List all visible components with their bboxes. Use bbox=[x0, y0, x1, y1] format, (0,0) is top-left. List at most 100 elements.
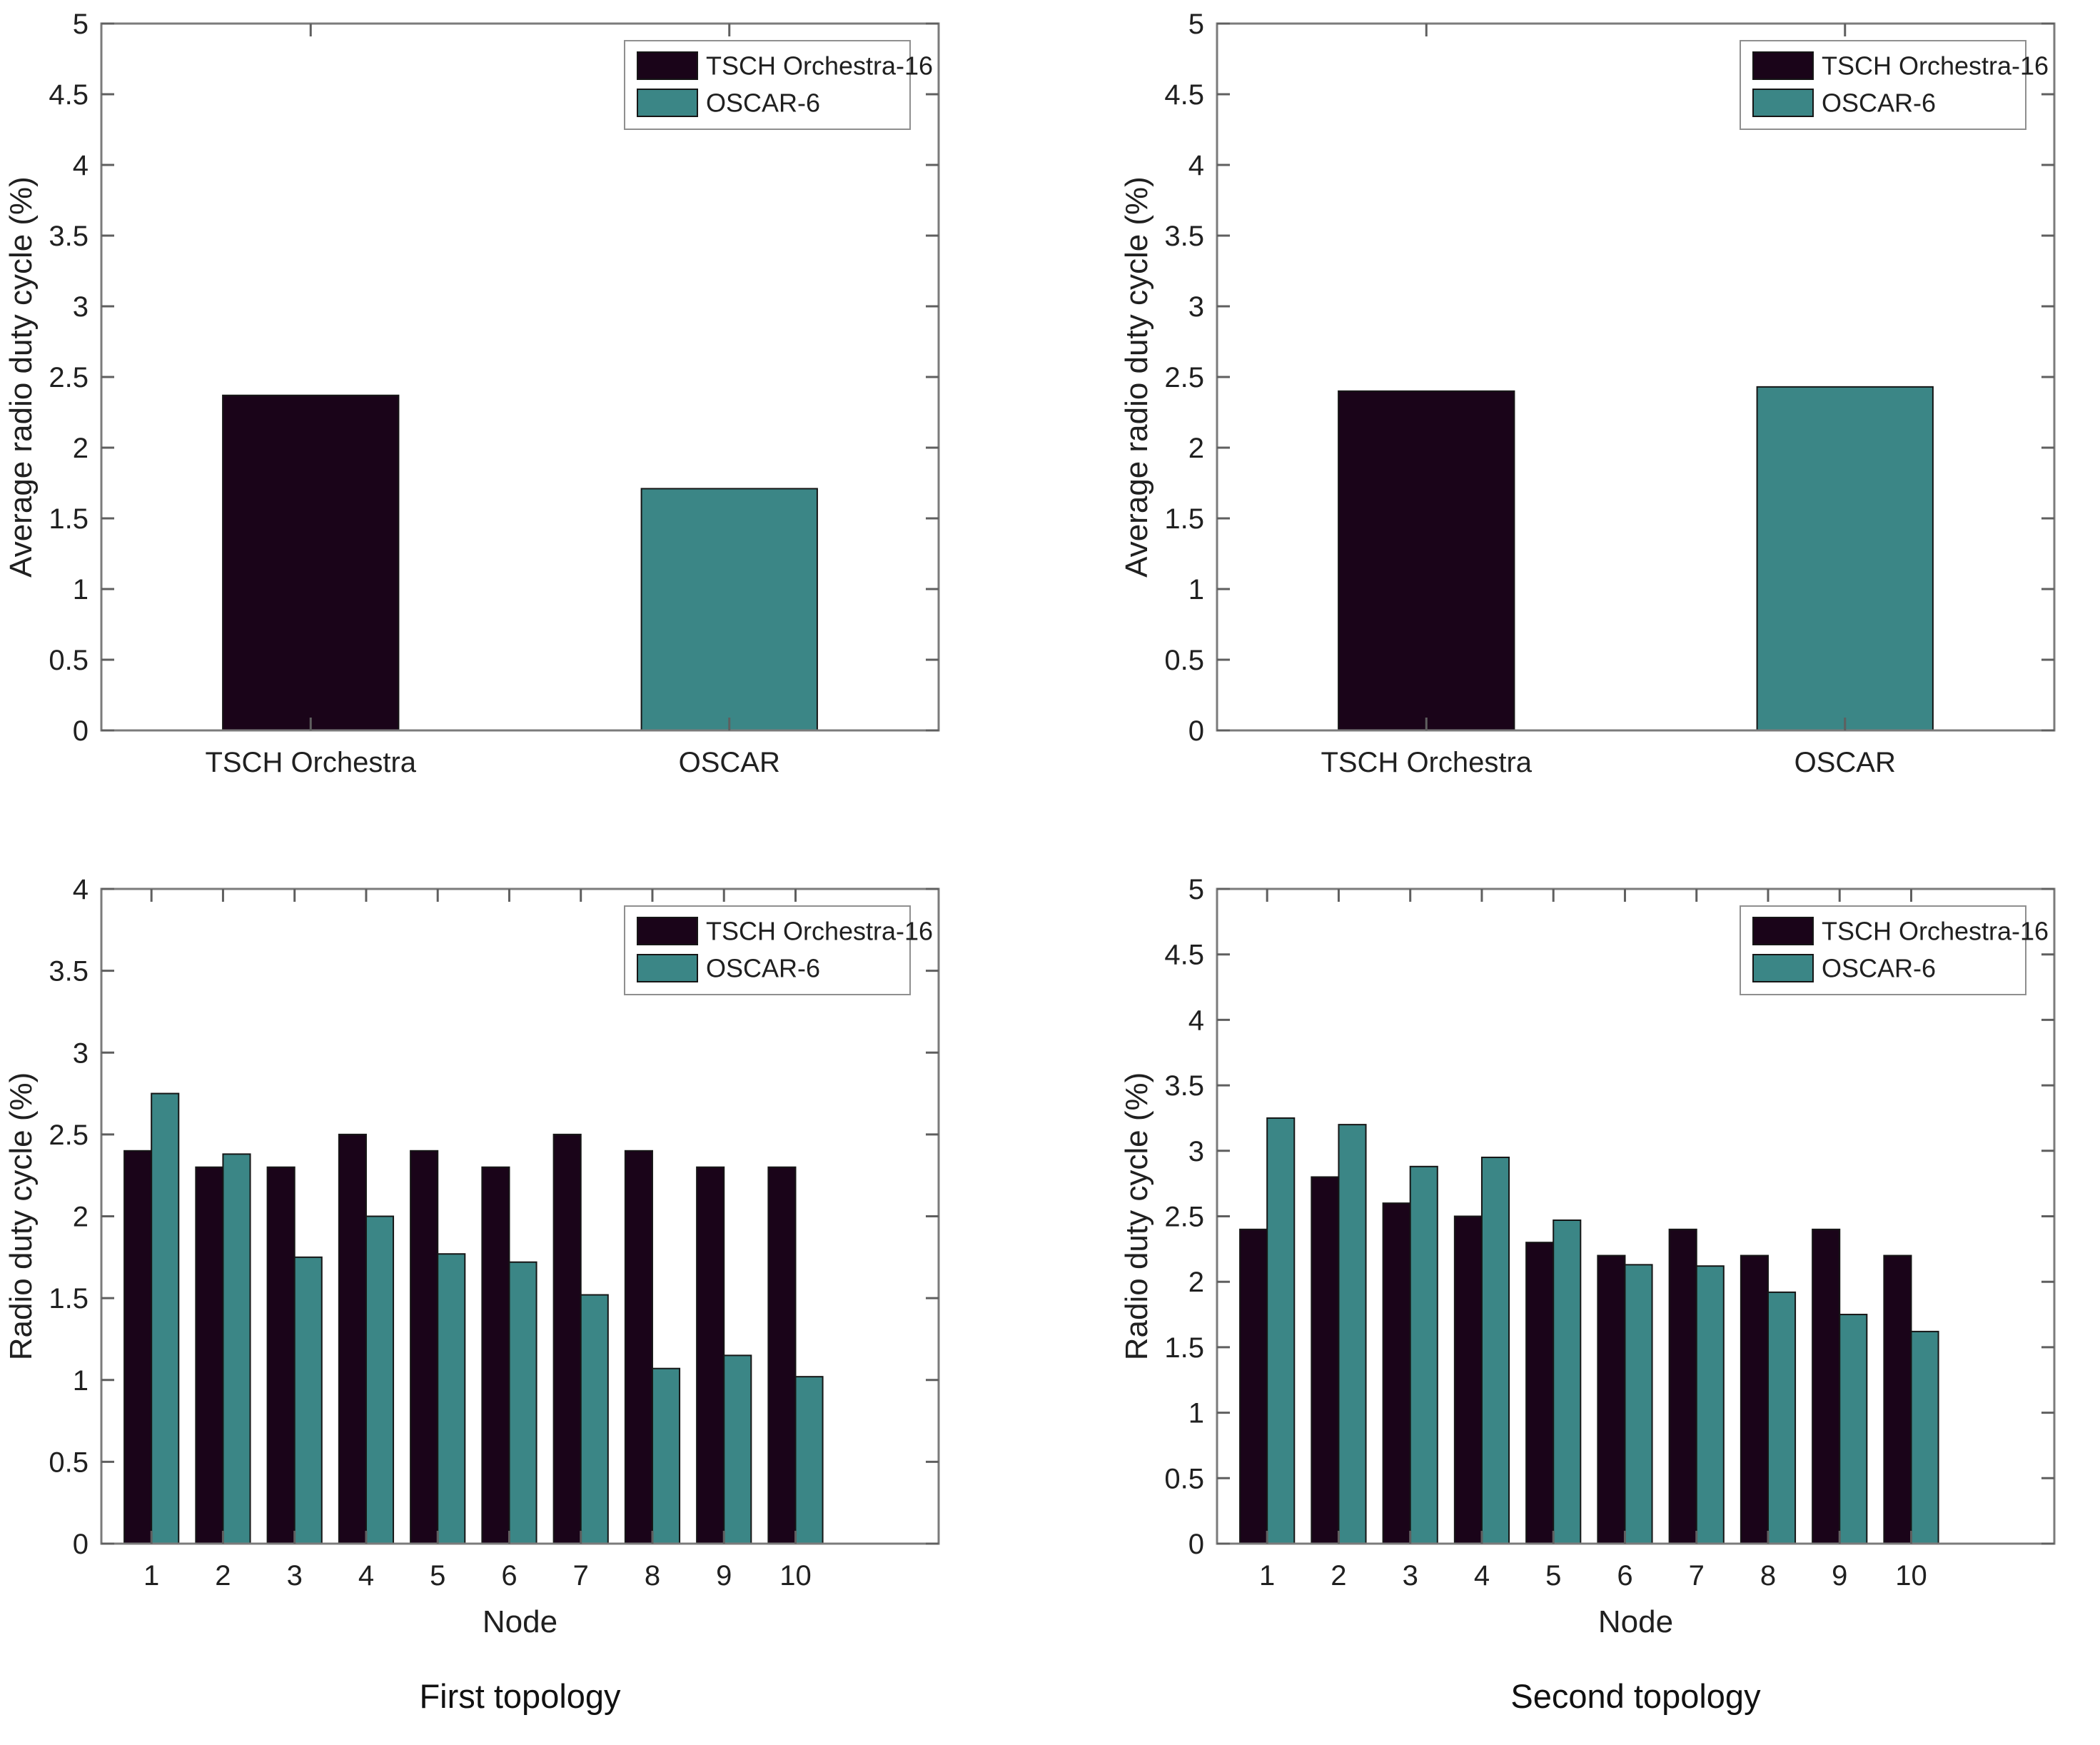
y-tick-label: 2.5 bbox=[49, 1120, 89, 1151]
x-tick-label: 10 bbox=[779, 1560, 812, 1591]
legend: TSCH Orchestra-16 OSCAR-6 bbox=[624, 905, 933, 995]
chart-top-right: 0 0.5 1 1.5 2 2.5 3 3.5 4 4.5 5 TSCH Orchestra OSCAR… bbox=[1119, 9, 2056, 778]
caption-first-topology: First topology bbox=[419, 1677, 621, 1715]
bar-tsch-orchestra-16-node-10 bbox=[1883, 1254, 1912, 1545]
bar-tsch-orchestra-16-node-8 bbox=[1740, 1254, 1769, 1545]
legend-swatch-teal bbox=[1752, 89, 1814, 117]
x-tick-label: TSCH Orchestra bbox=[205, 747, 416, 778]
x-tick-label: OSCAR bbox=[679, 747, 780, 778]
chart-bottom-right: 0 0.5 1 1.5 2 2.5 3 3.5 4 4.5 5 1 2 3 4 5 6 7 8 9 10 Radio du… bbox=[1119, 874, 2056, 1639]
x-tick-label: 7 bbox=[1689, 1560, 1705, 1591]
bar-tsch-orchestra-16-node-6 bbox=[1597, 1254, 1626, 1545]
y-tick-label: 3.5 bbox=[1164, 221, 1204, 252]
y-tick-label: 3 bbox=[73, 1037, 89, 1069]
y-tick-label: 5 bbox=[1188, 9, 1204, 40]
bar-tsch-orchestra-16-node-4 bbox=[1453, 1215, 1483, 1544]
y-tick-label: 4 bbox=[1188, 150, 1204, 181]
bar-oscar-6-node-9 bbox=[723, 1354, 752, 1544]
legend-label: OSCAR-6 bbox=[706, 89, 820, 118]
bar-tsch-orchestra-16-node-2 bbox=[1311, 1176, 1340, 1545]
y-tick-label: 0 bbox=[73, 1529, 89, 1560]
legend-label: TSCH Orchestra-16 bbox=[1822, 917, 2049, 946]
x-tick-label: 3 bbox=[287, 1560, 303, 1591]
y-tick-label: 0.5 bbox=[49, 645, 89, 676]
bar-tsch-orchestra-16-node-5 bbox=[1525, 1242, 1555, 1544]
y-tick-label: 0 bbox=[73, 715, 89, 747]
legend-swatch-dark bbox=[637, 917, 698, 945]
x-tick-label: 5 bbox=[430, 1560, 445, 1591]
bar-tsch-orchestra-16-node-1 bbox=[1239, 1228, 1268, 1545]
bar-tsch-orchestra-16-node-9 bbox=[696, 1166, 725, 1545]
chart-top-left: 0 0.5 1 1.5 2 2.5 3 3.5 4 4.5 5 TSCH Orchestra OSCAR… bbox=[4, 9, 940, 778]
bar-tsch-orchestra-16-node-2 bbox=[195, 1166, 224, 1545]
bar-tsch-orchestra-16-node-3 bbox=[266, 1166, 296, 1545]
bar-tsch-orchestra-16-node-8 bbox=[624, 1150, 653, 1544]
x-tick-label: 8 bbox=[1760, 1560, 1776, 1591]
x-tick-label: 1 bbox=[1259, 1560, 1275, 1591]
bar-tsch-orchestra-16-node-9 bbox=[1812, 1228, 1841, 1545]
y-axis-label: Average radio duty cycle (%) bbox=[4, 176, 39, 578]
bar-oscar-6-node-6 bbox=[508, 1261, 537, 1544]
y-tick-label: 5 bbox=[1188, 874, 1204, 905]
legend-swatch-dark bbox=[1752, 51, 1814, 80]
y-tick-label: 2 bbox=[1188, 1267, 1204, 1298]
y-tick-label: 1 bbox=[1188, 1398, 1204, 1429]
y-tick-label: 2 bbox=[1188, 433, 1204, 464]
bar-oscar-6-node-7 bbox=[580, 1294, 609, 1544]
x-tick-label: 10 bbox=[1895, 1560, 1927, 1591]
bar-oscar-6-node-4 bbox=[1480, 1156, 1510, 1545]
x-tick-label: 9 bbox=[716, 1560, 732, 1591]
bar-oscar-6-node-1 bbox=[151, 1092, 180, 1544]
bar-tsch-orchestra-16-node-10 bbox=[767, 1166, 797, 1545]
y-tick-label: 2 bbox=[73, 1202, 89, 1233]
bar-oscar-6-node-10 bbox=[1910, 1330, 1939, 1545]
bar-oscar-6-node-3 bbox=[293, 1256, 323, 1544]
legend: TSCH Orchestra-16 OSCAR-6 bbox=[624, 40, 933, 130]
y-tick-label: 3 bbox=[73, 291, 89, 323]
y-tick-label: 4.5 bbox=[1164, 79, 1204, 111]
legend-swatch-teal bbox=[637, 954, 698, 982]
y-tick-label: 1.5 bbox=[1164, 1332, 1204, 1364]
y-tick-label: 0 bbox=[1188, 715, 1204, 747]
bar-oscar-6-node-8 bbox=[651, 1367, 681, 1545]
bar-oscar bbox=[640, 488, 818, 731]
y-tick-label: 2 bbox=[73, 433, 89, 464]
x-tick-label: 8 bbox=[645, 1560, 660, 1591]
y-tick-label: 5 bbox=[73, 9, 89, 40]
y-tick-label: 4 bbox=[73, 150, 89, 181]
legend-swatch-dark bbox=[637, 51, 698, 80]
x-tick-label: 1 bbox=[143, 1560, 159, 1591]
legend-swatch-dark bbox=[1752, 917, 1814, 945]
bar-oscar bbox=[1756, 386, 1934, 731]
bar-tsch-orchestra bbox=[222, 394, 400, 731]
y-axis-label: Radio duty cycle (%) bbox=[4, 1072, 39, 1360]
bar-tsch-orchestra-16-node-6 bbox=[481, 1166, 510, 1545]
y-tick-label: 2.5 bbox=[1164, 362, 1204, 393]
y-tick-label: 0.5 bbox=[1164, 1463, 1204, 1494]
x-tick-label: 2 bbox=[1331, 1560, 1346, 1591]
x-tick-label: 2 bbox=[215, 1560, 231, 1591]
y-tick-label: 1.5 bbox=[49, 1283, 89, 1314]
legend-label: OSCAR-6 bbox=[1822, 89, 1936, 118]
y-tick-label: 2.5 bbox=[49, 362, 89, 393]
x-tick-label: 5 bbox=[1545, 1560, 1561, 1591]
bar-oscar-6-node-7 bbox=[1695, 1265, 1725, 1545]
y-tick-label: 3.5 bbox=[49, 956, 89, 987]
legend-label: TSCH Orchestra-16 bbox=[706, 917, 933, 946]
legend-label: TSCH Orchestra-16 bbox=[706, 51, 933, 81]
bar-oscar-6-node-9 bbox=[1839, 1314, 1868, 1544]
y-tick-label: 2.5 bbox=[1164, 1202, 1204, 1233]
legend-swatch-teal bbox=[1752, 954, 1814, 982]
legend-label: OSCAR-6 bbox=[1822, 954, 1936, 983]
bar-tsch-orchestra-16-node-7 bbox=[552, 1133, 582, 1544]
bar-oscar-6-node-4 bbox=[365, 1215, 395, 1544]
chart-bottom-left: 0 0.5 1 1.5 2 2.5 3 3.5 4 1 2 3 4 5 6 7 8 9 10 Radio duty c… bbox=[4, 874, 940, 1639]
legend-label: TSCH Orchestra-16 bbox=[1822, 51, 2049, 81]
legend: TSCH Orchestra-16 OSCAR-6 bbox=[1740, 905, 2049, 995]
legend: TSCH Orchestra-16 OSCAR-6 bbox=[1740, 40, 2049, 130]
x-tick-label: 9 bbox=[1832, 1560, 1847, 1591]
y-tick-label: 4 bbox=[73, 874, 89, 905]
bar-tsch-orchestra bbox=[1338, 390, 1515, 731]
bar-tsch-orchestra-16-node-7 bbox=[1668, 1228, 1697, 1545]
y-tick-label: 3.5 bbox=[1164, 1070, 1204, 1102]
